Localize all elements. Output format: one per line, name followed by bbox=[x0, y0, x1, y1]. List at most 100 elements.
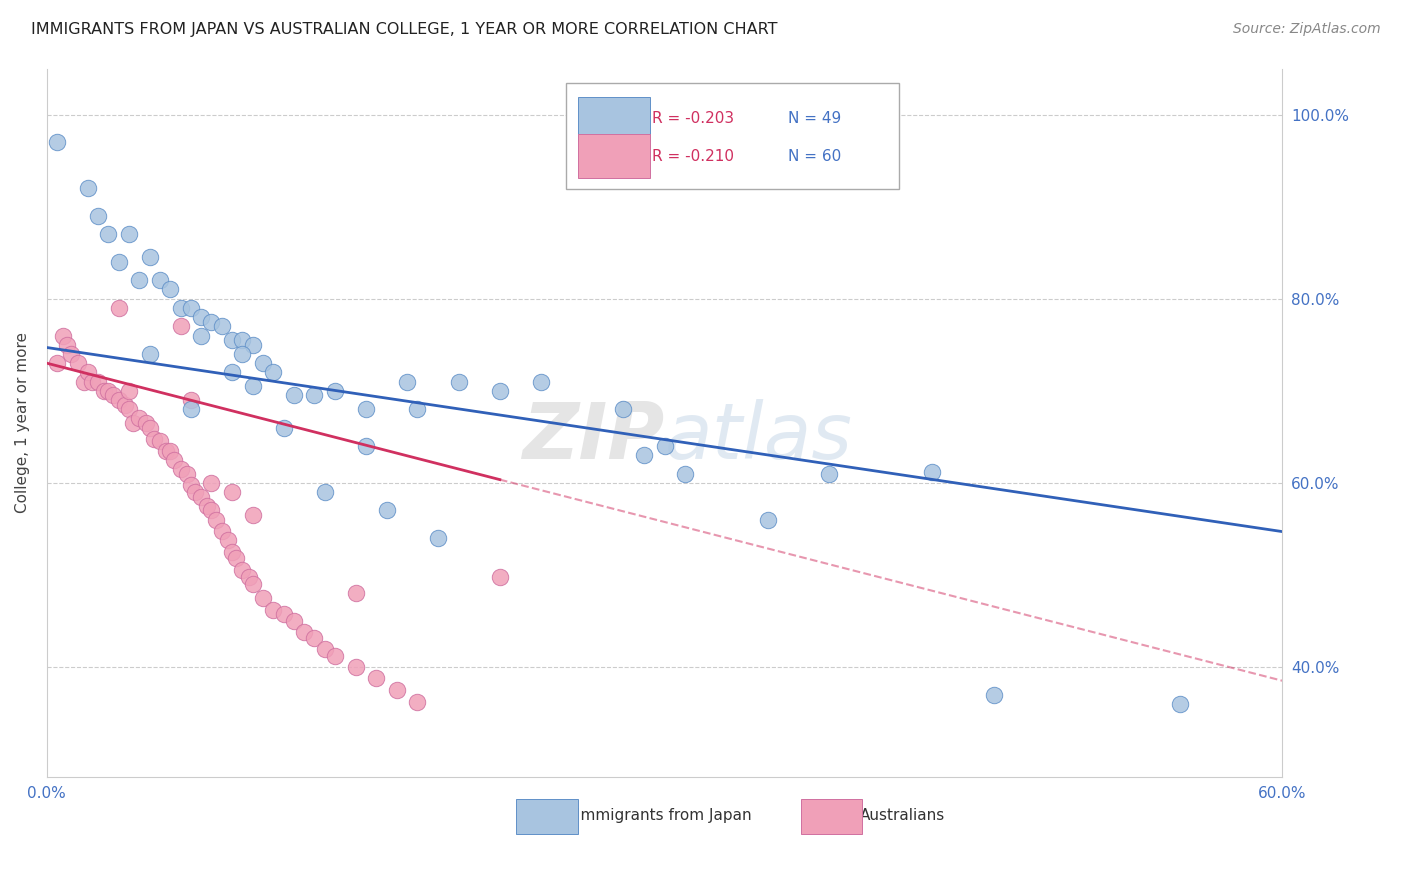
Text: ZIP: ZIP bbox=[522, 399, 665, 475]
Text: N = 49: N = 49 bbox=[789, 112, 841, 127]
FancyBboxPatch shape bbox=[800, 798, 862, 834]
Point bbox=[344, 586, 367, 600]
Point bbox=[87, 375, 110, 389]
Point bbox=[673, 467, 696, 481]
Point bbox=[323, 384, 346, 398]
Point bbox=[135, 416, 157, 430]
Point bbox=[87, 209, 110, 223]
FancyBboxPatch shape bbox=[578, 97, 650, 141]
Point bbox=[180, 301, 202, 315]
Point bbox=[612, 402, 634, 417]
Point bbox=[142, 432, 165, 446]
Point bbox=[200, 475, 222, 490]
Point bbox=[200, 315, 222, 329]
FancyBboxPatch shape bbox=[578, 135, 650, 178]
Text: R = -0.203: R = -0.203 bbox=[652, 112, 734, 127]
Point bbox=[252, 591, 274, 605]
Point bbox=[46, 135, 69, 149]
Point bbox=[180, 392, 202, 407]
Point bbox=[273, 607, 295, 621]
Point bbox=[76, 365, 98, 379]
Point bbox=[60, 347, 83, 361]
Point bbox=[818, 467, 841, 481]
Point bbox=[221, 365, 243, 379]
Point bbox=[97, 384, 120, 398]
Point bbox=[231, 563, 253, 577]
Point bbox=[304, 388, 326, 402]
Point bbox=[149, 434, 172, 449]
Point bbox=[221, 545, 243, 559]
Point bbox=[180, 477, 202, 491]
Point bbox=[252, 356, 274, 370]
Point bbox=[107, 255, 129, 269]
Text: Immigrants from Japan: Immigrants from Japan bbox=[575, 808, 751, 823]
Text: Australians: Australians bbox=[860, 808, 945, 823]
Y-axis label: College, 1 year or more: College, 1 year or more bbox=[15, 333, 30, 514]
Point bbox=[654, 439, 676, 453]
Point bbox=[200, 503, 222, 517]
Point bbox=[184, 485, 207, 500]
Point bbox=[242, 379, 264, 393]
Point bbox=[238, 570, 260, 584]
Point bbox=[225, 551, 247, 566]
Point bbox=[128, 273, 150, 287]
Point bbox=[93, 384, 115, 398]
Point bbox=[530, 375, 553, 389]
Point bbox=[262, 365, 284, 379]
Point bbox=[375, 503, 398, 517]
Point bbox=[138, 250, 160, 264]
Point bbox=[406, 402, 429, 417]
Point bbox=[73, 375, 96, 389]
Point bbox=[149, 273, 172, 287]
Point bbox=[204, 513, 226, 527]
Point bbox=[242, 508, 264, 522]
Point bbox=[190, 310, 212, 325]
Point bbox=[118, 402, 141, 417]
Point bbox=[159, 443, 181, 458]
Point bbox=[190, 328, 212, 343]
Point bbox=[447, 375, 470, 389]
Point bbox=[221, 333, 243, 347]
Point bbox=[344, 660, 367, 674]
Point bbox=[118, 384, 141, 398]
Point bbox=[283, 388, 305, 402]
Text: N = 60: N = 60 bbox=[789, 149, 841, 164]
Point bbox=[52, 328, 75, 343]
Point bbox=[46, 356, 69, 370]
Point bbox=[385, 683, 408, 698]
Point bbox=[396, 375, 419, 389]
Point bbox=[80, 375, 103, 389]
Point bbox=[56, 337, 79, 351]
Point bbox=[180, 402, 202, 417]
Point bbox=[366, 671, 388, 685]
Point bbox=[107, 392, 129, 407]
Point bbox=[273, 420, 295, 434]
Point bbox=[921, 465, 943, 479]
Point bbox=[66, 356, 89, 370]
Text: atlas: atlas bbox=[665, 399, 852, 475]
Point bbox=[283, 614, 305, 628]
Point bbox=[427, 531, 450, 545]
Point bbox=[406, 695, 429, 709]
Point bbox=[242, 337, 264, 351]
Point bbox=[159, 283, 181, 297]
Point bbox=[488, 570, 510, 584]
Point bbox=[195, 499, 218, 513]
Point bbox=[314, 641, 336, 656]
FancyBboxPatch shape bbox=[565, 83, 900, 189]
Point bbox=[1168, 697, 1191, 711]
Point bbox=[211, 524, 233, 538]
Point bbox=[983, 688, 1005, 702]
Point bbox=[217, 533, 239, 547]
Text: R = -0.210: R = -0.210 bbox=[652, 149, 734, 164]
Point bbox=[242, 577, 264, 591]
Point bbox=[128, 411, 150, 425]
FancyBboxPatch shape bbox=[516, 798, 578, 834]
Point bbox=[101, 388, 124, 402]
Point bbox=[122, 416, 145, 430]
Point bbox=[114, 398, 136, 412]
Point bbox=[118, 227, 141, 242]
Text: Source: ZipAtlas.com: Source: ZipAtlas.com bbox=[1233, 22, 1381, 37]
Point bbox=[231, 333, 253, 347]
Point bbox=[169, 319, 191, 334]
